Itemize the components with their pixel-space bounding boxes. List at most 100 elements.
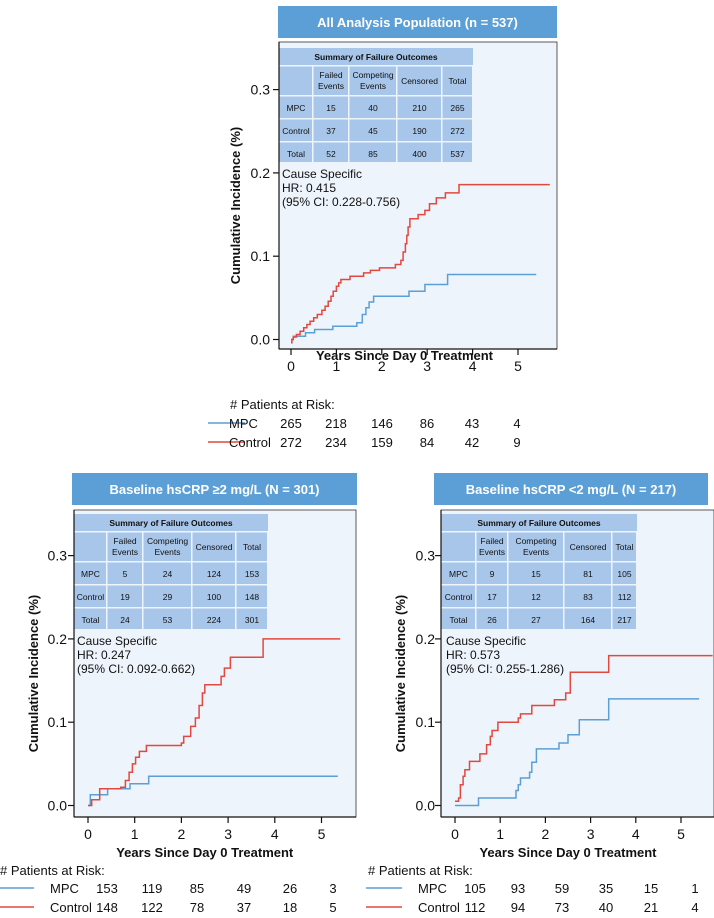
risk-value: 93 [511,881,525,896]
hazard-ratio-text: Cause Specific [77,634,157,648]
risk-value: 59 [555,881,569,896]
risk-value: 26 [283,881,297,896]
x-tick-label: 2 [378,358,386,374]
summary-table: Summary of Failure OutcomesFailedEventsC… [74,514,268,629]
summary-table-cell [564,562,611,584]
risk-row-label: Control [50,900,92,915]
risk-row-label: MPC [418,881,447,896]
risk-table-title: # Patients at Risk: [230,397,335,412]
summary-table-value: 53 [163,615,173,625]
risk-value: 35 [599,881,613,896]
x-tick-label: 1 [131,826,139,842]
risk-value: 78 [190,900,204,915]
summary-table-header: Events [318,81,344,91]
summary-table-title: Summary of Failure Outcomes [477,518,601,528]
x-tick-label: 5 [677,826,685,842]
summary-table-value: 15 [326,103,336,113]
risk-value: 153 [96,881,118,896]
summary-table-value: 272 [450,126,464,136]
risk-value: 272 [280,435,302,450]
summary-table-cell [442,66,472,95]
summary-table-value: 12 [531,592,541,602]
hazard-ratio-text: HR: 0.247 [77,648,131,662]
summary-table-value: 400 [412,149,426,159]
summary-table-cell [441,532,475,561]
risk-value: 21 [644,900,658,915]
summary-table-value: 24 [163,569,173,579]
summary-table-header: Total [449,76,467,86]
summary-table-cell [442,142,472,162]
summary-table-row-label: MPC [81,569,100,579]
summary-table-value: 24 [120,615,130,625]
risk-table-title: # Patients at Risk: [0,863,105,878]
panel-banner [72,473,357,505]
series-line-control [291,183,550,344]
summary-table-header: Total [243,542,261,552]
risk-value: 94 [511,900,525,915]
risk-row-label: Control [229,435,271,450]
summary-table-cell [349,119,396,141]
summary-table-cell [313,66,348,95]
summary-table-cell [508,585,563,607]
summary-table-value: 52 [326,149,336,159]
summary-table-cell [107,608,142,629]
summary-table-row-label: Control [445,592,473,602]
summary-table-cell [612,608,636,629]
summary-table-cell [143,585,191,607]
risk-value: 122 [141,900,163,915]
summary-table-cell [192,562,235,584]
hazard-ratio-text: (95% CI: 0.228-0.756) [282,195,400,209]
summary-table-row-label: Total [82,615,100,625]
y-tick-label: 0.3 [48,548,68,564]
summary-table-header: Censored [570,542,607,552]
summary-table-row-label: Total [450,615,468,625]
summary-table-cell [313,119,348,141]
risk-value: 37 [237,900,251,915]
y-axis-title: Cumulative Incidence (%) [393,595,408,752]
x-tick-label: 3 [587,826,595,842]
summary-table-row-label: Control [77,592,105,602]
summary-table-header: Failed [319,70,342,80]
y-tick-label: 0.0 [416,798,436,814]
summary-table-value: 537 [450,149,464,159]
summary-table-row-label: MPC [449,569,468,579]
summary-table-cell [397,119,441,141]
summary-table-value: 26 [487,615,497,625]
panel-banner [278,6,557,38]
summary-table-value: 45 [368,126,378,136]
summary-table-header: Failed [113,536,136,546]
risk-value: 73 [555,900,569,915]
summary-table-cell [107,585,142,607]
risk-value: 42 [465,435,479,450]
summary-table-cell [441,562,475,584]
summary-table-cell [236,585,267,607]
series-line-control [455,654,713,803]
x-tick-label: 4 [271,826,279,842]
risk-value: 4 [691,900,698,915]
y-tick-label: 0.1 [416,714,436,730]
summary-table-row-label: Total [287,149,305,159]
risk-value: 85 [190,881,204,896]
summary-table-value: 153 [245,569,259,579]
summary-table-cell [442,119,472,141]
hazard-ratio-text: (95% CI: 0.255-1.286) [446,662,564,676]
y-axis-title: Cumulative Incidence (%) [26,595,41,752]
summary-table-cell [612,585,636,607]
risk-value: 159 [371,435,393,450]
y-tick-label: 0.0 [251,332,271,348]
chart-panel-2: Baseline hsCRP ≥2 mg/L (N = 301) Summary … [0,473,357,915]
summary-table-cell [349,142,396,162]
hazard-ratio-text: (95% CI: 0.092-0.662) [77,662,195,676]
summary-table-cell [612,562,636,584]
risk-value: 105 [464,881,486,896]
risk-value: 49 [237,881,251,896]
series-line-mpc [291,273,537,341]
summary-table-cell [143,562,191,584]
risk-row-label: MPC [229,416,258,431]
summary-table-title: Summary of Failure Outcomes [314,52,438,62]
summary-table-cell [143,532,191,561]
summary-table-value: 5 [123,569,128,579]
summary-table-cell [192,608,235,629]
x-axis-title: Years Since Day 0 Treatment [316,348,494,363]
summary-table-header: Events [479,547,505,557]
